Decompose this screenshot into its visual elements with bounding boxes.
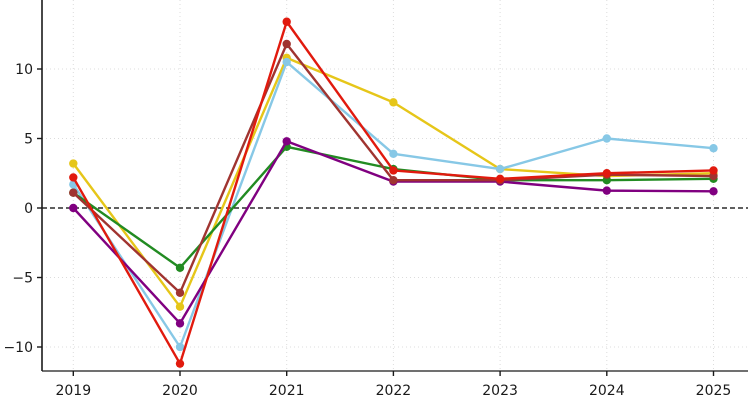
series-point-purple-2021 <box>282 137 291 146</box>
series-point-red-2021 <box>282 17 291 26</box>
series-point-sky-blue-2020 <box>175 342 185 352</box>
x-tick-label: 2025 <box>696 383 732 399</box>
series-point-yellow-2019 <box>69 159 78 168</box>
y-tick-label: 10 <box>15 62 33 78</box>
y-tick-label: −10 <box>3 340 33 356</box>
series-point-dark-red-2021 <box>282 39 291 49</box>
series-point-dark-red-2020 <box>175 288 185 297</box>
series-point-red-2020 <box>175 359 185 368</box>
x-tick-label: 2023 <box>482 383 518 399</box>
series-point-sky-blue-2023 <box>495 164 505 174</box>
y-tick-label: −5 <box>12 271 33 287</box>
series-point-sky-blue-2022 <box>389 149 398 158</box>
series-point-red-2019 <box>69 173 78 182</box>
x-tick-label: 2020 <box>162 383 198 399</box>
series-point-red-2022 <box>389 166 398 175</box>
series-point-purple-2024 <box>602 186 611 195</box>
series-point-sky-blue-2021 <box>282 57 291 67</box>
x-tick-label: 2021 <box>269 383 305 399</box>
y-tick-label: 0 <box>24 201 33 217</box>
series-point-yellow-2022 <box>389 98 398 107</box>
series-point-purple-2020 <box>175 319 185 328</box>
series-point-dark-red-2019 <box>69 188 78 197</box>
y-tick-label: 5 <box>24 132 33 148</box>
series-point-dark-red-2022 <box>389 176 398 185</box>
series-point-purple-2019 <box>69 203 78 213</box>
series-point-red-2024 <box>602 169 611 178</box>
series-point-sky-blue-2025 <box>709 144 718 153</box>
x-tick-label: 2022 <box>376 383 412 399</box>
x-tick-label: 2024 <box>589 383 625 399</box>
x-tick-label: 2019 <box>55 383 91 399</box>
series-point-red-2025 <box>709 166 718 175</box>
series-point-purple-2025 <box>709 187 718 196</box>
series-point-yellow-2020 <box>175 302 185 311</box>
series-point-green-2020 <box>175 263 185 272</box>
series-point-red-2023 <box>495 174 505 184</box>
series-point-sky-blue-2024 <box>602 134 611 143</box>
